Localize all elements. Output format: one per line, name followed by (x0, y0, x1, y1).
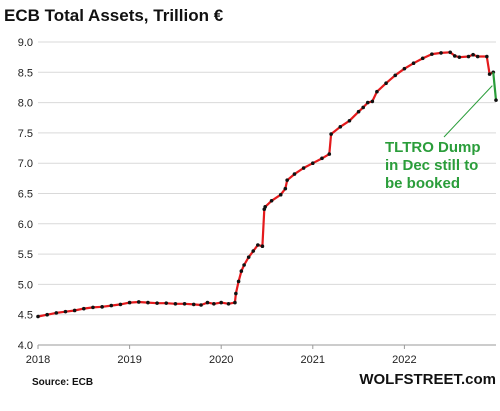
data-point (164, 301, 169, 305)
data-point (448, 50, 453, 55)
data-point (487, 72, 492, 76)
projection-point (494, 98, 498, 102)
data-point (283, 186, 288, 191)
data-point (475, 54, 480, 59)
data-point (457, 55, 462, 59)
y-tick-label: 8.5 (18, 67, 33, 79)
data-point (91, 305, 95, 310)
data-point (45, 312, 49, 317)
x-tick-label: 2019 (117, 354, 141, 366)
data-point (329, 132, 333, 136)
data-point (278, 192, 283, 197)
y-tick-label: 7.5 (18, 128, 33, 140)
data-point (256, 243, 260, 247)
projection-line (492, 72, 498, 101)
annotation-pointer (443, 85, 493, 138)
data-point (234, 291, 238, 296)
data-point (393, 73, 398, 78)
data-point (212, 301, 216, 306)
data-point (375, 89, 379, 94)
series-layer (36, 50, 498, 319)
data-point (109, 303, 114, 308)
x-tick-label: 2018 (26, 354, 50, 366)
x-tick-label: 2021 (301, 354, 325, 366)
data-point (301, 166, 306, 170)
data-point (127, 300, 132, 305)
data-point (338, 125, 343, 129)
data-point (191, 302, 196, 307)
source-label: Source: ECB (32, 377, 93, 388)
data-point (63, 309, 68, 314)
brand-label: WOLFSTREET.com (359, 371, 496, 388)
data-point (320, 156, 324, 161)
data-point (36, 314, 40, 319)
y-tick-label: 6.0 (18, 219, 33, 231)
data-point (82, 306, 86, 311)
data-point (356, 109, 361, 114)
data-point (292, 172, 297, 176)
axes: 4.0 4.5 5.0 5.5 6.0 6.5 7.0 7.5 8.0 8.5 9.0 2018 201… (18, 37, 496, 366)
data-point (226, 301, 231, 306)
y-tick-label: 5.0 (18, 279, 33, 291)
y-tick-label: 4.0 (18, 340, 33, 352)
data-point (263, 205, 267, 209)
data-point (239, 269, 244, 273)
data-point (485, 54, 489, 59)
data-point (471, 52, 475, 57)
data-point (246, 255, 251, 259)
chart-title: ECB Total Assets, Trillion € (4, 6, 224, 25)
data-point (54, 311, 59, 315)
y-tick-label: 7.0 (18, 158, 33, 170)
data-point (72, 308, 77, 313)
data-point (466, 54, 471, 59)
data-point (420, 56, 425, 61)
data-point (155, 301, 159, 305)
data-point (430, 52, 434, 56)
x-tick-label: 2020 (209, 354, 233, 366)
data-point (365, 100, 370, 105)
data-point (251, 249, 256, 253)
annotation-line: TLTRO Dump (385, 139, 481, 156)
data-point (361, 105, 365, 110)
data-point (411, 61, 416, 66)
data-point (384, 81, 388, 86)
y-tick-label: 6.5 (18, 189, 33, 201)
data-point (260, 244, 265, 249)
data-point (311, 161, 315, 165)
data-point (182, 301, 187, 306)
x-tick-label: 2022 (392, 354, 416, 366)
annotation-line: be booked (385, 175, 460, 192)
y-tick-label: 5.5 (18, 249, 33, 261)
data-point (233, 300, 237, 305)
annotation-line: in Dec still to (385, 157, 478, 174)
data-point (452, 54, 457, 58)
data-point (269, 198, 274, 203)
data-point (136, 300, 141, 304)
data-point (118, 302, 123, 307)
data-point (327, 152, 332, 156)
data-point (146, 300, 150, 305)
data-point (100, 305, 104, 309)
data-point (402, 66, 407, 71)
y-tick-label: 9.0 (18, 37, 33, 49)
data-point (205, 300, 210, 305)
data-point (199, 303, 203, 307)
data-point (347, 118, 352, 123)
data-point (236, 279, 241, 284)
data-point (370, 99, 375, 104)
data-point (285, 178, 289, 182)
grid (38, 41, 496, 346)
data-point (173, 301, 178, 306)
data-point (242, 263, 246, 267)
data-point (219, 300, 223, 305)
data-point (439, 51, 443, 55)
y-tick-label: 8.0 (18, 98, 33, 110)
y-tick-label: 4.5 (18, 310, 33, 322)
